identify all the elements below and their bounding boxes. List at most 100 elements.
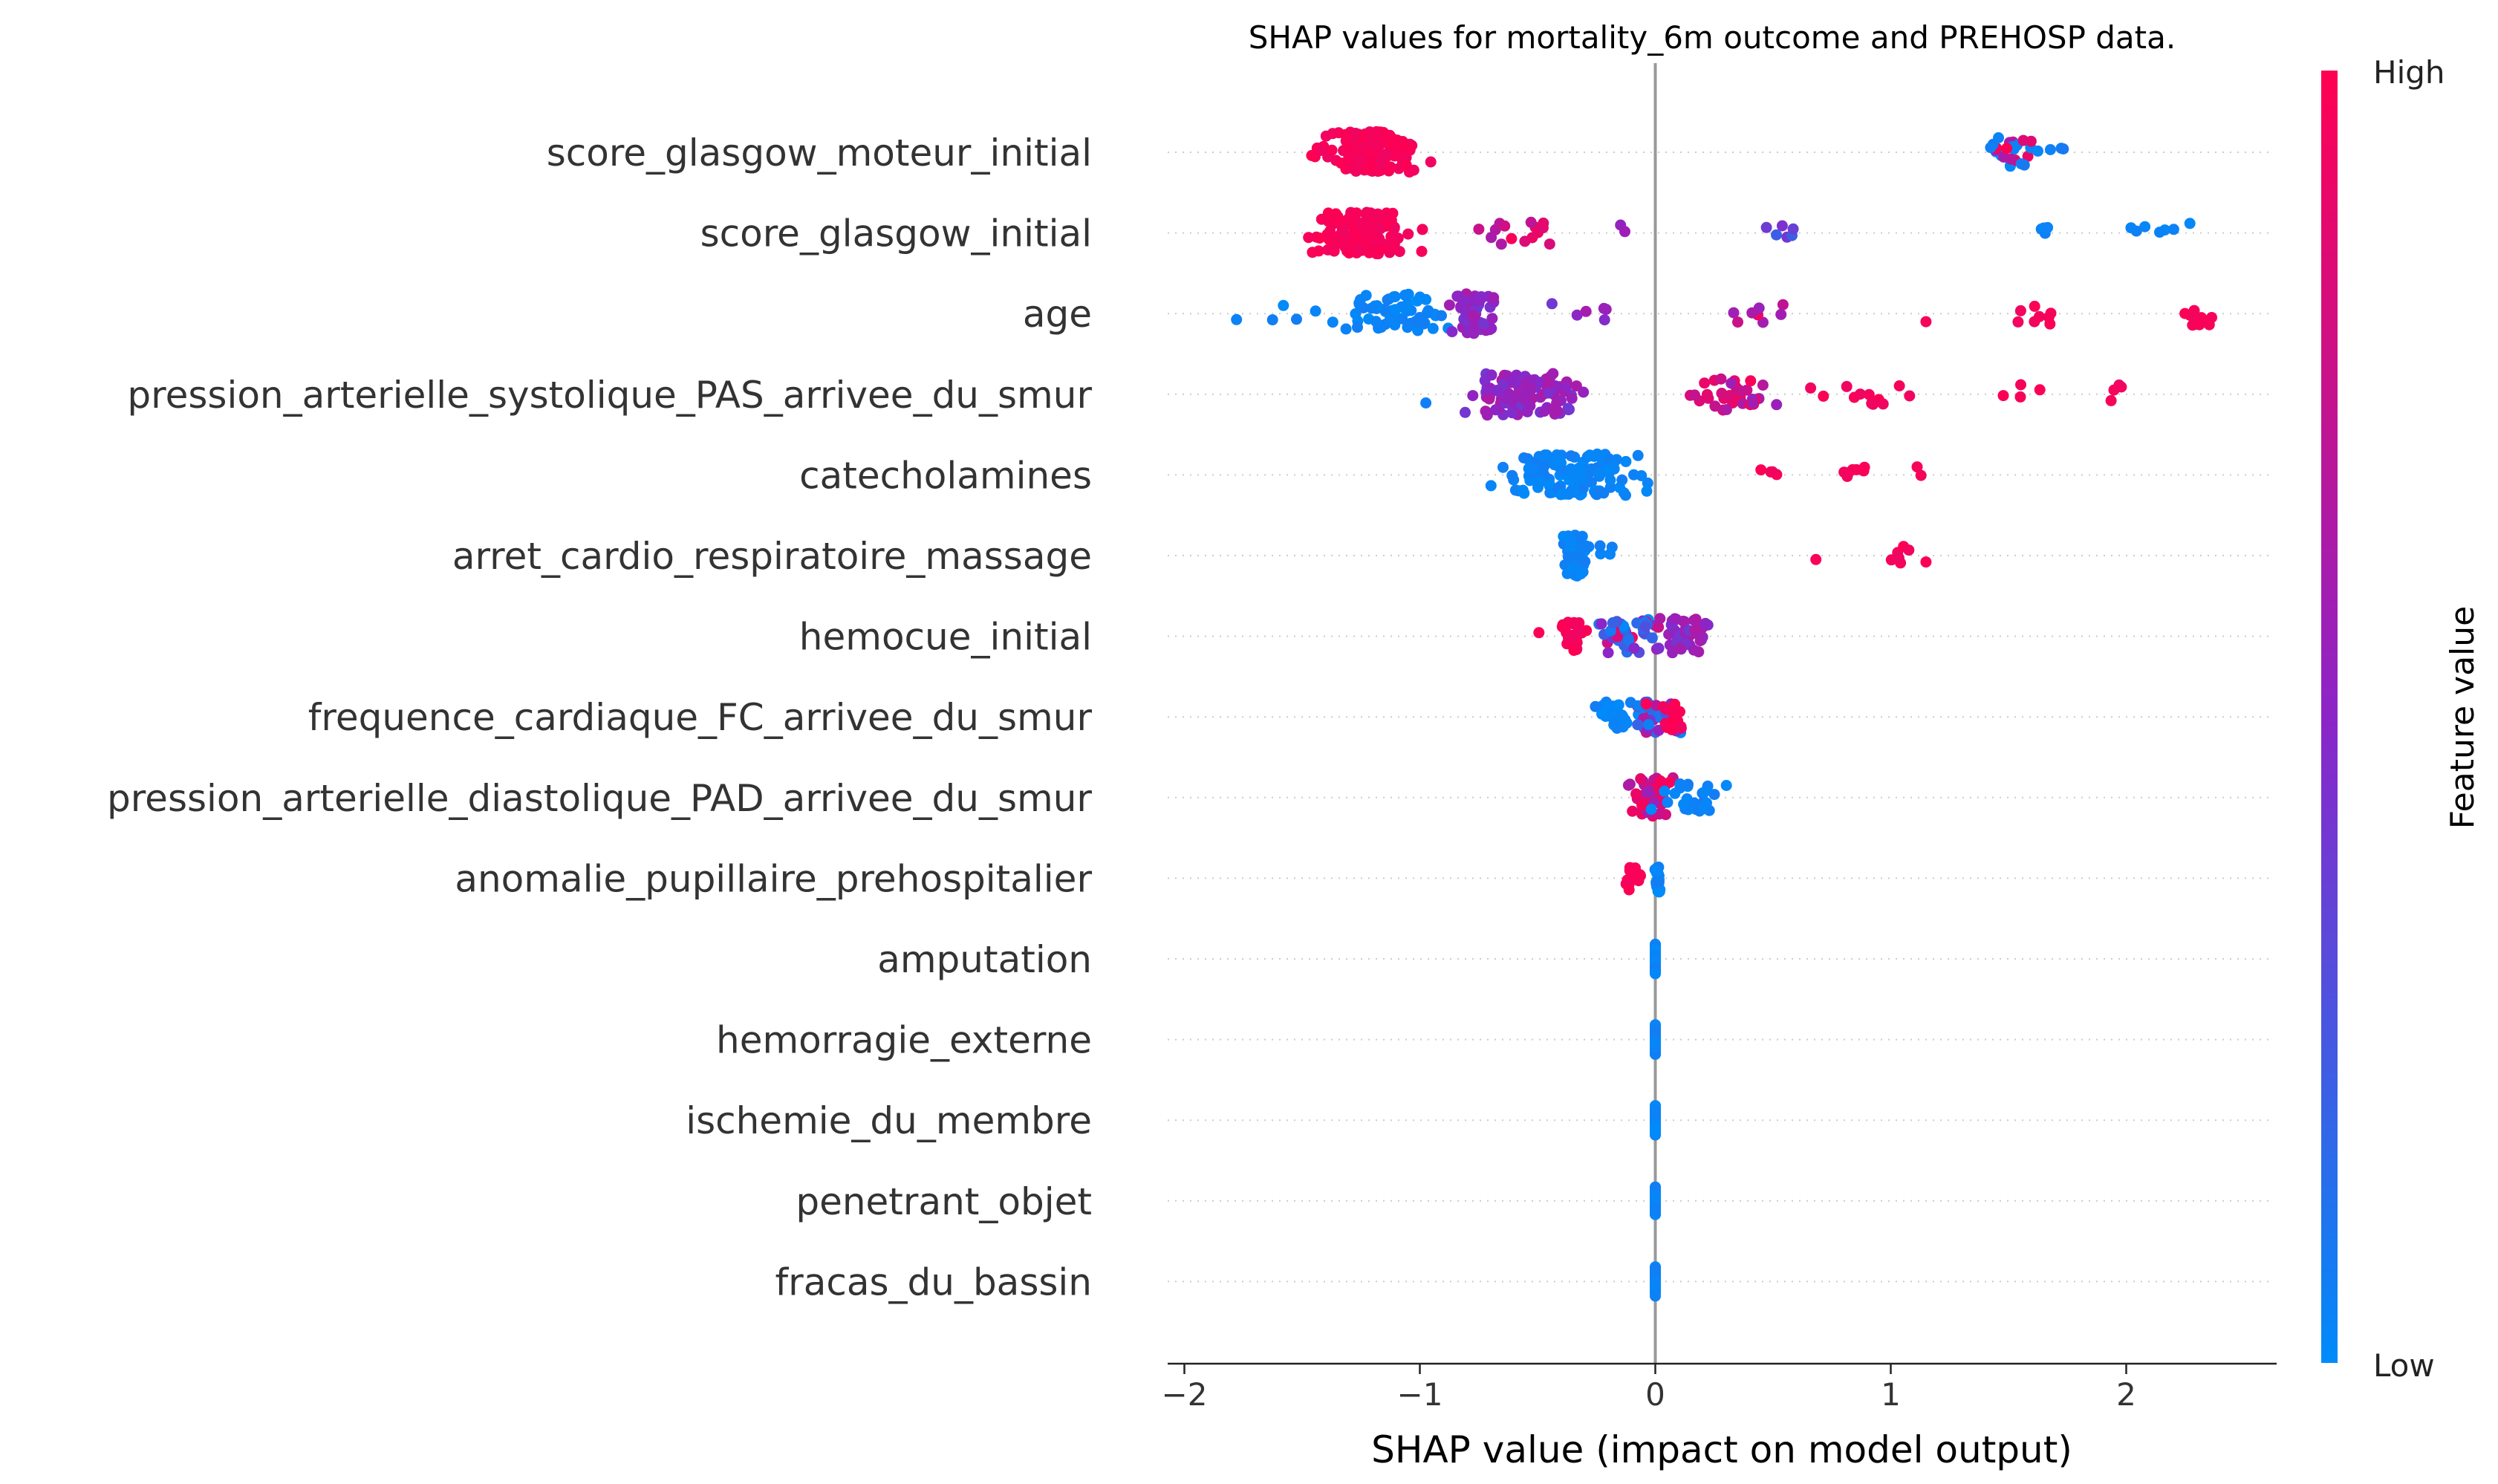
shap-point — [1328, 245, 1340, 257]
shap-point — [1571, 309, 1583, 321]
shap-point — [1602, 647, 1614, 659]
shap-point — [1650, 1287, 1661, 1299]
feature-label: frequence_cardiaque_FC_arrivee_du_smur — [308, 696, 1093, 739]
shap-point — [1636, 799, 1648, 811]
colorbar-high-label: High — [2373, 54, 2445, 91]
shap-point — [1698, 803, 1710, 815]
shap-point — [1700, 617, 1711, 629]
shap-point — [1650, 1025, 1661, 1037]
shap-point — [2029, 300, 2040, 312]
shap-point — [1653, 621, 1665, 633]
shap-point — [1416, 246, 1428, 257]
shap-point — [1818, 390, 1829, 402]
x-tick-label: 2 — [2116, 1376, 2136, 1413]
shap-point — [1492, 385, 1503, 397]
shap-point — [1420, 293, 1432, 305]
shap-point — [1620, 455, 1632, 467]
shap-point — [1608, 463, 1620, 475]
shap-point — [1556, 464, 1568, 476]
shap-point — [2034, 384, 2046, 396]
shap-point — [1384, 314, 1396, 326]
shap-point — [1616, 474, 1628, 486]
shap-point — [1477, 318, 1489, 330]
shap-point — [1468, 328, 1480, 339]
shap-point — [1399, 289, 1411, 301]
feature-label: score_glasgow_initial — [700, 212, 1092, 256]
shap-point — [1473, 224, 1485, 235]
shap-point — [2018, 159, 2030, 171]
shap-point — [2044, 144, 2056, 155]
shap-point — [1315, 213, 1327, 225]
shap-point — [1581, 625, 1593, 637]
feature-label: amputation — [877, 938, 1092, 981]
shap-point — [1576, 530, 1588, 542]
shap-point — [1760, 221, 1772, 233]
shap-point — [1642, 787, 1653, 798]
shap-point — [1709, 400, 1721, 412]
chart-title: SHAP values for mortality_6m outcome and… — [1249, 19, 2176, 56]
shap-point — [1689, 389, 1700, 401]
shap-point — [1474, 294, 1486, 306]
colorbar-low-label: Low — [2373, 1347, 2435, 1384]
shap-point — [1708, 789, 1720, 801]
shap-point — [1580, 305, 1592, 317]
shap-point — [1339, 128, 1351, 140]
shap-point — [1838, 466, 1850, 478]
shap-point — [1640, 698, 1652, 710]
shap-point — [1642, 719, 1654, 731]
shap-point — [1757, 380, 1769, 391]
shap-point — [1443, 299, 1455, 311]
shap-point — [1604, 548, 1616, 560]
shap-point — [2113, 379, 2125, 391]
shap-point — [1427, 322, 1439, 334]
shap-point — [1674, 778, 1686, 790]
shap-point — [2012, 316, 2024, 328]
shap-point — [1746, 307, 1758, 319]
shap-point — [2032, 145, 2043, 157]
shap-point — [1847, 463, 1858, 475]
feature-label: fracas_du_bassin — [775, 1260, 1092, 1304]
x-axis-label: SHAP value (impact on model output) — [1371, 1428, 2072, 1471]
shap-point — [2206, 312, 2217, 323]
shap-points — [1231, 126, 2217, 1302]
colorbar-title: Feature value — [2444, 606, 2482, 829]
shap-point — [1598, 302, 1610, 314]
shap-point — [1418, 318, 1430, 330]
shap-point — [1486, 313, 1498, 325]
shap-point — [2188, 311, 2199, 323]
shap-point — [1400, 159, 1412, 171]
shap-point — [1402, 228, 1414, 240]
x-axis-ticks: −2 −1 0 1 2 — [1162, 1364, 2136, 1413]
shap-point — [1385, 161, 1396, 173]
feature-rows — [1168, 152, 2273, 1283]
shap-point — [1499, 220, 1511, 232]
shap-point — [1893, 380, 1905, 391]
shap-point — [1411, 295, 1423, 307]
shap-point — [1746, 397, 1758, 409]
shap-point — [1399, 140, 1411, 152]
shap-point — [1565, 450, 1577, 462]
shap-point — [1543, 378, 1555, 390]
shap-point — [1620, 489, 1631, 501]
shap-point — [1310, 305, 1321, 317]
feature-label: arret_cardio_respiratoire_massage — [452, 535, 1092, 578]
shap-point — [1384, 136, 1396, 148]
shap-point — [1388, 291, 1399, 303]
shap-point — [1486, 232, 1497, 244]
shap-point — [1630, 788, 1642, 800]
shap-point — [1650, 1041, 1661, 1053]
shap-point — [1506, 469, 1518, 481]
shap-point — [1662, 796, 1674, 808]
shap-point — [1650, 1191, 1661, 1203]
shap-point — [1915, 469, 1927, 481]
shap-point — [2154, 227, 2165, 238]
shap-point — [1375, 244, 1386, 255]
shap-point — [1350, 308, 1362, 319]
shap-point — [1565, 463, 1577, 475]
shap-point — [2139, 221, 2151, 232]
shap-point — [2014, 305, 2026, 316]
shap-point — [1611, 723, 1623, 734]
shap-point — [1544, 238, 1555, 250]
shap-point — [1689, 625, 1701, 637]
shap-point — [1641, 485, 1653, 497]
